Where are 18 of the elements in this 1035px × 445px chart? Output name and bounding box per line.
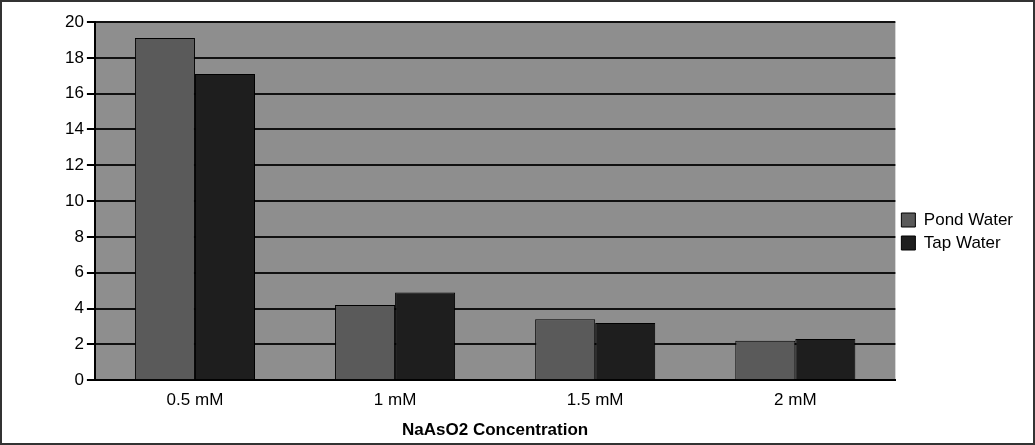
legend-label: Pond Water — [923, 209, 1014, 229]
y-tick-label: 2 — [74, 334, 84, 354]
y-tick-label: 4 — [74, 298, 84, 318]
y-tick-label: 12 — [64, 154, 84, 174]
y-tick-label: 6 — [74, 262, 84, 282]
y-tick-label: 18 — [64, 47, 84, 67]
x-tick-label: 2 mM — [774, 390, 817, 410]
y-tick-label: 0 — [74, 369, 84, 389]
x-axis-title: NaAsO2 Concentration — [402, 420, 589, 440]
y-tick-label: 10 — [64, 190, 84, 210]
y-tick-label: 8 — [74, 226, 84, 246]
x-tick-label: 1.5 mM — [566, 390, 624, 410]
legend-label: Tap Water — [923, 232, 1002, 252]
x-tick-label: 1 mM — [373, 390, 417, 410]
y-tick-label: 14 — [64, 119, 84, 139]
x-tick-label: 0.5 mM — [166, 390, 224, 410]
y-tick-label: 20 — [64, 11, 84, 31]
y-tick-label: 16 — [64, 83, 84, 103]
